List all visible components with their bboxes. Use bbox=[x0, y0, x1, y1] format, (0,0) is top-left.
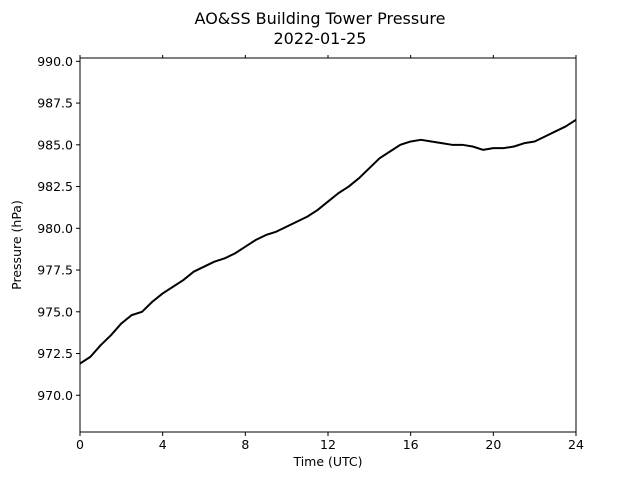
y-tick-label: 970.0 bbox=[37, 388, 73, 403]
plot-area bbox=[79, 118, 577, 365]
y-tick-label: 982.5 bbox=[37, 179, 73, 194]
x-tick-label: 0 bbox=[76, 437, 84, 452]
x-tick-label: 20 bbox=[485, 437, 501, 452]
y-tick-label: 985.0 bbox=[37, 137, 73, 152]
y-tick-label: 975.0 bbox=[37, 304, 73, 319]
x-tick-label: 12 bbox=[320, 437, 336, 452]
y-tick-label: 990.0 bbox=[37, 54, 73, 69]
x-tick-label: 8 bbox=[241, 437, 249, 452]
x-axis-label: Time (UTC) bbox=[292, 454, 362, 469]
x-tick-label: 24 bbox=[568, 437, 584, 452]
axis-ticks: 0 4 8 12 16 20 24 970.0 972.5 975.0 977.5 980.0 982.… bbox=[37, 54, 584, 452]
x-tick-label: 4 bbox=[159, 437, 167, 452]
x-tick-label: 16 bbox=[403, 437, 419, 452]
y-tick-label: 980.0 bbox=[37, 221, 73, 236]
y-tick-label: 972.5 bbox=[37, 346, 73, 361]
plot-frame bbox=[79, 57, 577, 433]
y-tick-label: 987.5 bbox=[37, 96, 73, 111]
y-tick-label: 977.5 bbox=[37, 263, 73, 278]
pressure-series-line bbox=[79, 118, 577, 365]
chart-subtitle: 2022-01-25 bbox=[274, 29, 367, 48]
chart-title: AO&SS Building Tower Pressure bbox=[195, 9, 446, 28]
y-axis-label: Pressure (hPa) bbox=[9, 200, 24, 290]
